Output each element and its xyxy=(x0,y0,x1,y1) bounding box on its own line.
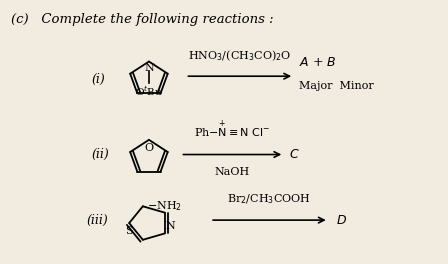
Text: HNO$_3$/(CH$_3$CO)$_2$O: HNO$_3$/(CH$_3$CO)$_2$O xyxy=(188,49,292,63)
Text: O$^t$Bu: O$^t$Bu xyxy=(135,84,163,98)
Text: N: N xyxy=(166,221,176,232)
Text: (c)   Complete the following reactions :: (c) Complete the following reactions : xyxy=(11,13,273,26)
Text: S: S xyxy=(125,226,133,236)
Text: (ii): (ii) xyxy=(92,148,109,161)
Text: N: N xyxy=(144,63,154,73)
Text: Br$_2$/CH$_3$COOH: Br$_2$/CH$_3$COOH xyxy=(228,193,311,206)
Text: NaOH: NaOH xyxy=(214,167,250,177)
Text: Ph$-\overset{+}{\mathrm{N}}{\equiv}\mathrm{N}\ \mathrm{Cl}^{-}$: Ph$-\overset{+}{\mathrm{N}}{\equiv}\math… xyxy=(194,119,270,140)
Text: O: O xyxy=(144,143,154,153)
Text: $C$: $C$ xyxy=(289,148,300,161)
Text: $D$: $D$ xyxy=(336,214,347,227)
Text: Major  Minor: Major Minor xyxy=(299,81,374,91)
Text: (i): (i) xyxy=(92,73,105,86)
Text: (iii): (iii) xyxy=(87,214,108,227)
Text: $-$NH$_2$: $-$NH$_2$ xyxy=(147,199,182,213)
Text: $A$ + $B$: $A$ + $B$ xyxy=(299,56,336,69)
